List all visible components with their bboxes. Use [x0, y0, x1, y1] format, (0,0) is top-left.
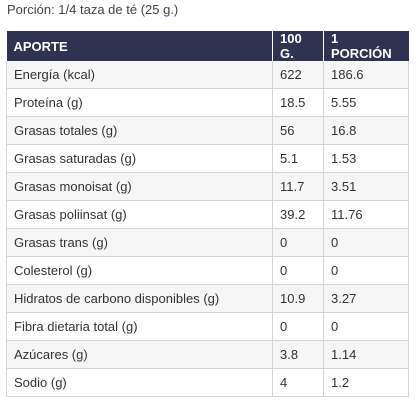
per-100g-cell: 18.5 — [272, 88, 324, 117]
per-100g-cell: 622 — [272, 61, 324, 89]
nutrient-cell: Grasas trans (g) — [6, 228, 273, 257]
per-100g-cell: 0 — [272, 256, 324, 285]
nutrient-cell: Sodio (g) — [6, 368, 273, 397]
per-portion-cell: 11.76 — [323, 200, 409, 229]
per-portion-cell: 0 — [323, 228, 409, 257]
per-100g-cell: 5.1 — [272, 144, 324, 173]
nutrient-cell: Colesterol (g) — [6, 256, 273, 285]
table-row: Energía (kcal) 622 186.6 — [6, 61, 409, 89]
per-portion-cell: 1.53 — [323, 144, 409, 173]
nutrient-cell: Azúcares (g) — [6, 340, 273, 369]
nutrition-table: APORTE 100 G. 1 PORCIÓN Energía (kcal) 62… — [6, 31, 409, 397]
per-100g-cell: 0 — [272, 228, 324, 257]
per-100g-cell: 4 — [272, 368, 324, 397]
nutrient-cell: Grasas saturadas (g) — [6, 144, 273, 173]
table-row: Hidratos de carbono disponibles (g) 10.9 3… — [6, 284, 409, 313]
portion-size-label: Porción: 1/4 taza de té (25 g.) — [7, 2, 179, 17]
per-portion-cell: 0 — [323, 312, 409, 341]
per-100g-cell: 10.9 — [272, 284, 324, 313]
per-portion-cell: 1.14 — [323, 340, 409, 369]
table-row: Grasas totales (g) 56 16.8 — [6, 116, 409, 145]
table-header-row: APORTE 100 G. 1 PORCIÓN — [6, 31, 409, 61]
table-row: Grasas monoisat (g) 11.7 3.51 — [6, 172, 409, 201]
table-row: Grasas poliinsat (g) 39.2 11.76 — [6, 200, 409, 229]
table-row: Azúcares (g) 3.8 1.14 — [6, 340, 409, 369]
nutrient-cell: Energía (kcal) — [6, 61, 273, 89]
nutrient-cell: Grasas totales (g) — [6, 116, 273, 145]
per-portion-cell: 186.6 — [323, 61, 409, 89]
table-row: Proteína (g) 18.5 5.55 — [6, 88, 409, 117]
table-row: Colesterol (g) 0 0 — [6, 256, 409, 285]
header-nutrient: APORTE — [6, 31, 273, 61]
per-portion-cell: 3.51 — [323, 172, 409, 201]
per-100g-cell: 39.2 — [272, 200, 324, 229]
table-row: Fibra dietaria total (g) 0 0 — [6, 312, 409, 341]
nutrient-cell: Grasas poliinsat (g) — [6, 200, 273, 229]
header-per-portion: 1 PORCIÓN — [323, 31, 409, 61]
nutrient-cell: Hidratos de carbono disponibles (g) — [6, 284, 273, 313]
per-portion-cell: 5.55 — [323, 88, 409, 117]
nutrient-cell: Proteína (g) — [6, 88, 273, 117]
table-row: Grasas trans (g) 0 0 — [6, 228, 409, 257]
nutrient-cell: Fibra dietaria total (g) — [6, 312, 273, 341]
per-100g-cell: 11.7 — [272, 172, 324, 201]
table-row: Sodio (g) 4 1.2 — [6, 368, 409, 397]
per-100g-cell: 3.8 — [272, 340, 324, 369]
per-portion-cell: 16.8 — [323, 116, 409, 145]
nutrient-cell: Grasas monoisat (g) — [6, 172, 273, 201]
per-100g-cell: 56 — [272, 116, 324, 145]
per-portion-cell: 0 — [323, 256, 409, 285]
per-100g-cell: 0 — [272, 312, 324, 341]
header-per-100g: 100 G. — [272, 31, 324, 61]
per-portion-cell: 3.27 — [323, 284, 409, 313]
per-portion-cell: 1.2 — [323, 368, 409, 397]
table-row: Grasas saturadas (g) 5.1 1.53 — [6, 144, 409, 173]
